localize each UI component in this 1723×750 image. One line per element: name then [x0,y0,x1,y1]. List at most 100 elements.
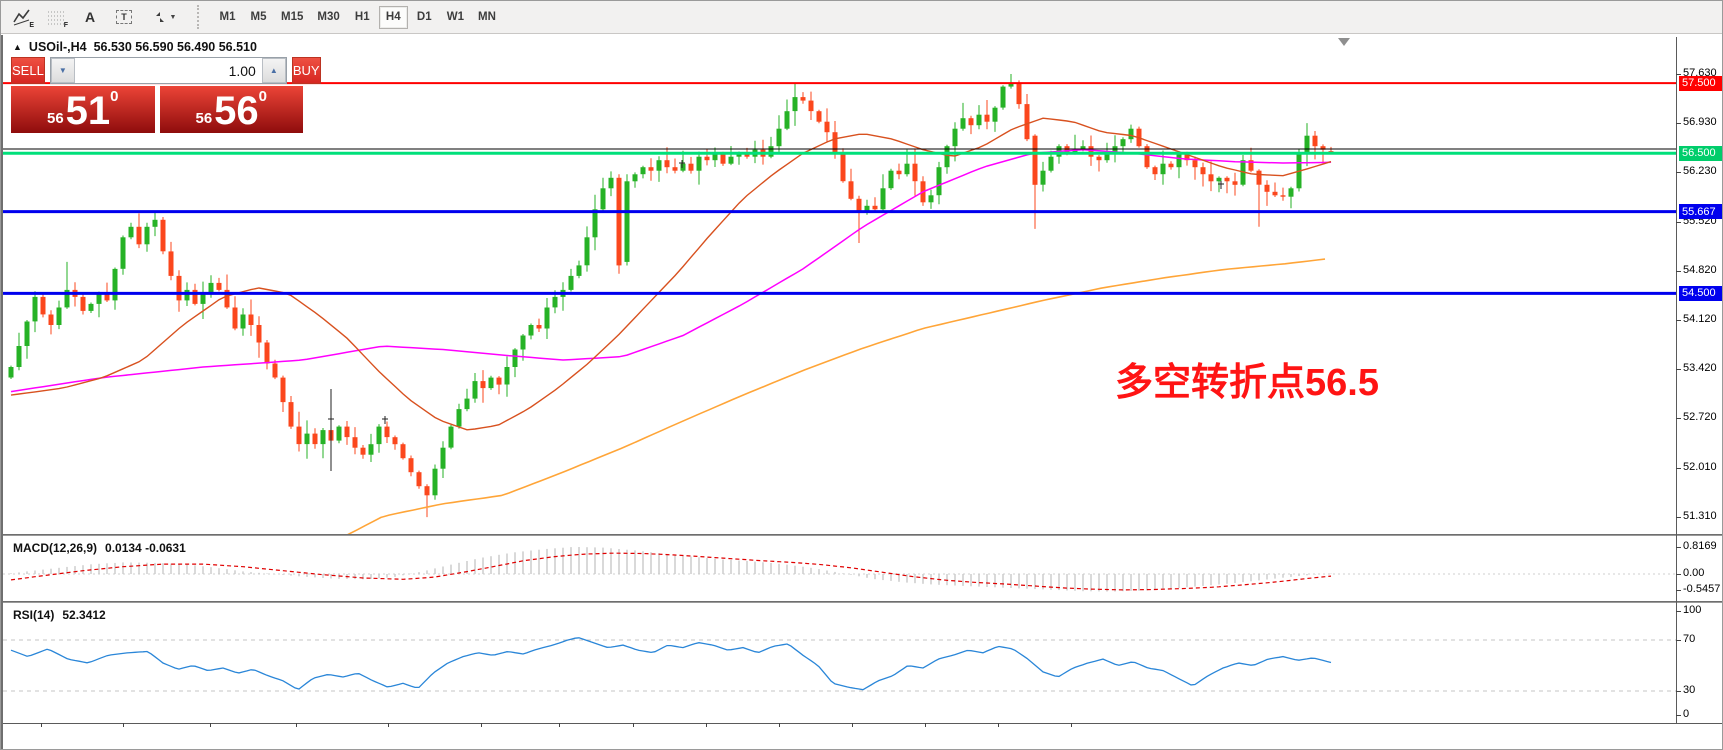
time-label: 20 Feb 16:00 [674,748,739,749]
timeframe-button-m5[interactable]: M5 [250,11,267,23]
time-label: 18 Feb 16:00 [601,748,666,749]
rsi-panel-divider[interactable] [3,601,1722,604]
timeframe-button-h1[interactable]: H1 [354,11,370,23]
ohlc-values: 56.530 56.590 56.490 56.510 [93,40,257,54]
symbol-period-label: USOil-,H4 [28,40,87,54]
rsi-axis-label: 30 [1683,684,1696,696]
time-tick [210,723,211,727]
sell-price-box[interactable]: 56 51 0 [11,86,155,133]
time-label: 28 Feb 12:00 [893,748,958,749]
scroll-to-end-marker[interactable] [1338,38,1350,46]
indicators-icon-sub: E [29,22,34,29]
time-tick [388,723,389,727]
price-badge-57.500: 57.500 [1679,75,1722,91]
time-label: 14 Feb 20:00 [527,748,592,749]
time-label: 12 Feb 20:00 [449,748,514,749]
timeframe-group: M1 M5 M15 M30 H1 H4 D1 W1 MN [213,5,504,29]
toolbar: E F A T ▼ M1 M5 M15 M30 H1 H4 D1 W1 MN [1,1,1722,34]
chart-window[interactable]: ▲ USOil-,H4 56.530 56.590 56.490 56.510 … [1,35,1723,749]
rsi-label: RSI(14) 52.3412 [13,608,106,622]
price-tick [1676,221,1681,223]
toolbar-separator [197,5,203,29]
time-tick [779,723,780,727]
macd-axis-label: 0.00 [1683,567,1705,579]
time-tick [123,723,124,727]
rsi-axis-label: 0 [1683,708,1690,720]
time-tick [706,723,707,727]
macd-tick [1676,590,1681,591]
time-label: 6 Mar 08:00 [1042,748,1101,749]
price-tick-label: 52.720 [1683,411,1717,424]
price-tick-label: 52.010 [1683,460,1717,473]
indicators-icon[interactable]: E [9,5,35,29]
time-label: 5 Feb 00:00 [181,748,240,749]
price-badge-56.500: 56.500 [1679,145,1722,161]
price-tick [1676,517,1681,519]
grid-icon-sub: F [63,22,68,29]
rsi-axis-label: 70 [1683,633,1696,645]
volume-increase-button[interactable]: ▲ [261,58,286,83]
time-tick [481,723,482,727]
price-tick-label: 51.310 [1683,510,1717,523]
rsi-axis-label: 100 [1683,604,1702,616]
time-label: 1 Feb 04:00 [94,748,153,749]
volume-decrease-button[interactable]: ▼ [50,58,75,83]
price-tick [1676,172,1681,174]
rsi-canvas[interactable] [3,605,1723,723]
timeframe-button-h4[interactable]: H4 [378,5,408,29]
macd-axis-label: 0.8169 [1683,540,1717,552]
buy-price-box[interactable]: 56 56 0 [159,86,303,133]
macd-axis-label: -0.5457 [1683,583,1721,595]
rsi-tick [1676,640,1681,641]
macd-canvas[interactable] [3,538,1723,601]
price-tick [1676,418,1681,420]
time-axis-line [3,723,1722,724]
grid-icon[interactable]: F [43,5,69,29]
time-label: 7 Feb 00:00 [267,748,326,749]
rsi-tick [1676,691,1681,692]
buy-button[interactable]: BUY [291,57,321,84]
rsi-tick [1676,611,1681,612]
chevron-down-icon: ▼ [169,13,177,21]
volume-input[interactable] [74,58,262,83]
letter-a-icon[interactable]: A [84,9,96,25]
timeframe-button-mn[interactable]: MN [478,11,496,23]
timeframe-button-m30[interactable]: M30 [317,11,340,23]
price-tick [1676,74,1681,75]
volume-stepper: ▼ ▲ [49,57,287,84]
macd-panel-divider[interactable] [3,534,1722,537]
candles [8,74,1334,518]
price-tick-label: 53.420 [1683,362,1717,375]
time-tick [998,723,999,727]
timeframe-button-w1[interactable]: W1 [446,11,464,23]
time-label: 26 Feb 12:00 [820,748,885,749]
price-tick-label: 56.230 [1683,165,1717,178]
arrange-icon[interactable]: ▼ [145,5,183,29]
time-tick [633,723,634,727]
time-tick [925,723,926,727]
time-label: 30 Jan 2019 [11,748,72,749]
text-box-icon[interactable]: T [111,5,137,29]
ma-slow [347,258,1326,534]
timeframe-button-m15[interactable]: M15 [281,11,304,23]
price-tick [1676,369,1681,371]
price-badge-55.667: 55.667 [1679,204,1722,220]
price-tick [1676,270,1681,272]
macd-tick [1676,574,1681,575]
timeframe-button-m1[interactable]: M1 [219,11,236,23]
time-tick [296,723,297,727]
chart-annotation-text: 多空转折点56.5 [1115,362,1379,404]
price-tick [1676,467,1681,469]
price-tick [1676,123,1681,125]
rsi-tick [1676,715,1681,716]
sell-button[interactable]: SELL [11,57,45,84]
one-click-trade-panel: SELL ▼ ▲ BUY 56 51 0 56 56 0 [11,57,321,133]
price-tick-label: 54.120 [1683,313,1717,326]
time-label: 10 Feb 23:00 [356,748,421,749]
timeframe-button-d1[interactable]: D1 [416,11,432,23]
time-tick [41,723,42,727]
macd-tick [1676,547,1681,548]
main-chart-canvas[interactable] [3,37,1723,534]
time-tick [1071,723,1072,727]
